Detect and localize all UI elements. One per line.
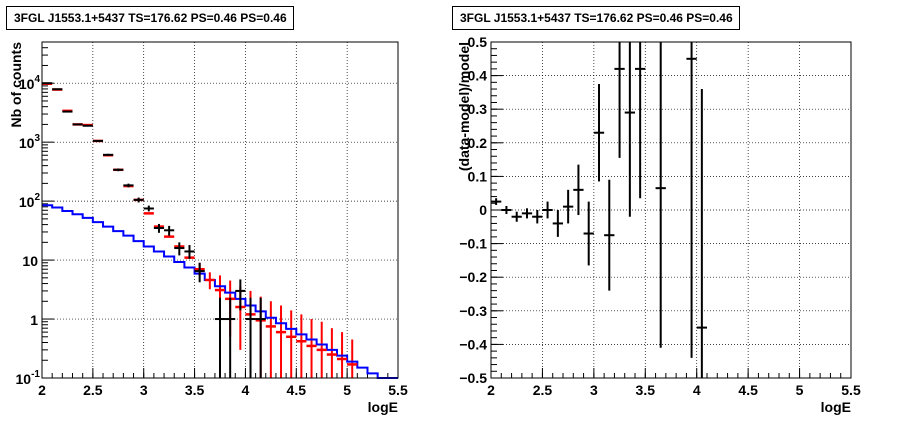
residual-y-tick-label: 0.3 — [468, 101, 488, 117]
counts-y-tick-label: 102 — [19, 192, 41, 210]
counts-x-tick-label: 5.5 — [388, 382, 408, 398]
residual-chart-title: 3FGL J1553.1+5437 TS=176.62 PS=0.46 PS=0… — [452, 6, 740, 30]
counts-x-tick-label: 4 — [242, 382, 250, 398]
residual-y-tick-label: 0.4 — [468, 68, 488, 84]
residual-panel: 2 2.5 3 3.5 4 4.5 5 5.5 0.5 0.4 0.3 0.2 0.1 0 −0.1 −0.2… — [456, 34, 861, 415]
residual-x-tick-label: 5 — [796, 382, 804, 398]
counts-y-tick-label: 104 — [19, 74, 41, 92]
counts-x-tick-label: 5 — [343, 382, 351, 398]
residual-x-tick-label: 5.5 — [841, 382, 861, 398]
counts-chart-title: 3FGL J1553.1+5437 TS=176.62 PS=0.46 PS=0… — [6, 6, 294, 30]
residual-y-tick-label: −0.1 — [459, 236, 487, 252]
residual-x-tick-label: 2 — [487, 382, 495, 398]
residual-plot-frame — [490, 41, 852, 379]
residual-x-tick-label: 2.5 — [533, 382, 553, 398]
counts-y-tick-label: 1 — [30, 312, 38, 328]
residual-y-tick-label: −0.3 — [459, 303, 487, 319]
counts-x-axis-title: logE — [368, 399, 398, 415]
residual-x-tick-label: 3 — [590, 382, 598, 398]
counts-x-tick-label: 2.5 — [83, 382, 103, 398]
counts-x-tick-label: 4.5 — [287, 382, 307, 398]
residual-y-tick-label: 0.2 — [468, 135, 488, 151]
counts-plot-frame — [41, 41, 399, 379]
residual-x-tick-label: 4 — [693, 382, 701, 398]
residual-x-tick-label: 3.5 — [636, 382, 656, 398]
counts-x-tick-label: 2 — [38, 382, 46, 398]
counts-y-tick-label: 103 — [19, 133, 41, 151]
residual-y-tick-label: 0 — [479, 202, 487, 218]
counts-x-tick-label: 3.5 — [185, 382, 205, 398]
counts-y-tick-label: 10 — [22, 253, 38, 269]
residual-y-tick-label: 0.5 — [468, 34, 488, 50]
residual-x-axis-title: logE — [821, 399, 851, 415]
residual-y-tick-label: −0.5 — [459, 370, 487, 386]
residual-y-tick-label: −0.2 — [459, 269, 487, 285]
residual-y-tick-label: 0.1 — [468, 168, 488, 184]
residual-y-tick-label: −0.4 — [459, 336, 487, 352]
counts-x-tick-label: 3 — [140, 382, 148, 398]
residual-y-axis-title: (data-model)/model — [456, 42, 472, 171]
counts-y-tick-label: 10-1 — [16, 369, 41, 387]
counts-panel: 2 2.5 3 3.5 4 4.5 5 5.5 10-1 1 10 102 103 104 logE Nb o… — [8, 41, 408, 415]
residual-x-tick-label: 4.5 — [738, 382, 758, 398]
counts-y-axis-title: Nb of counts — [8, 42, 24, 128]
